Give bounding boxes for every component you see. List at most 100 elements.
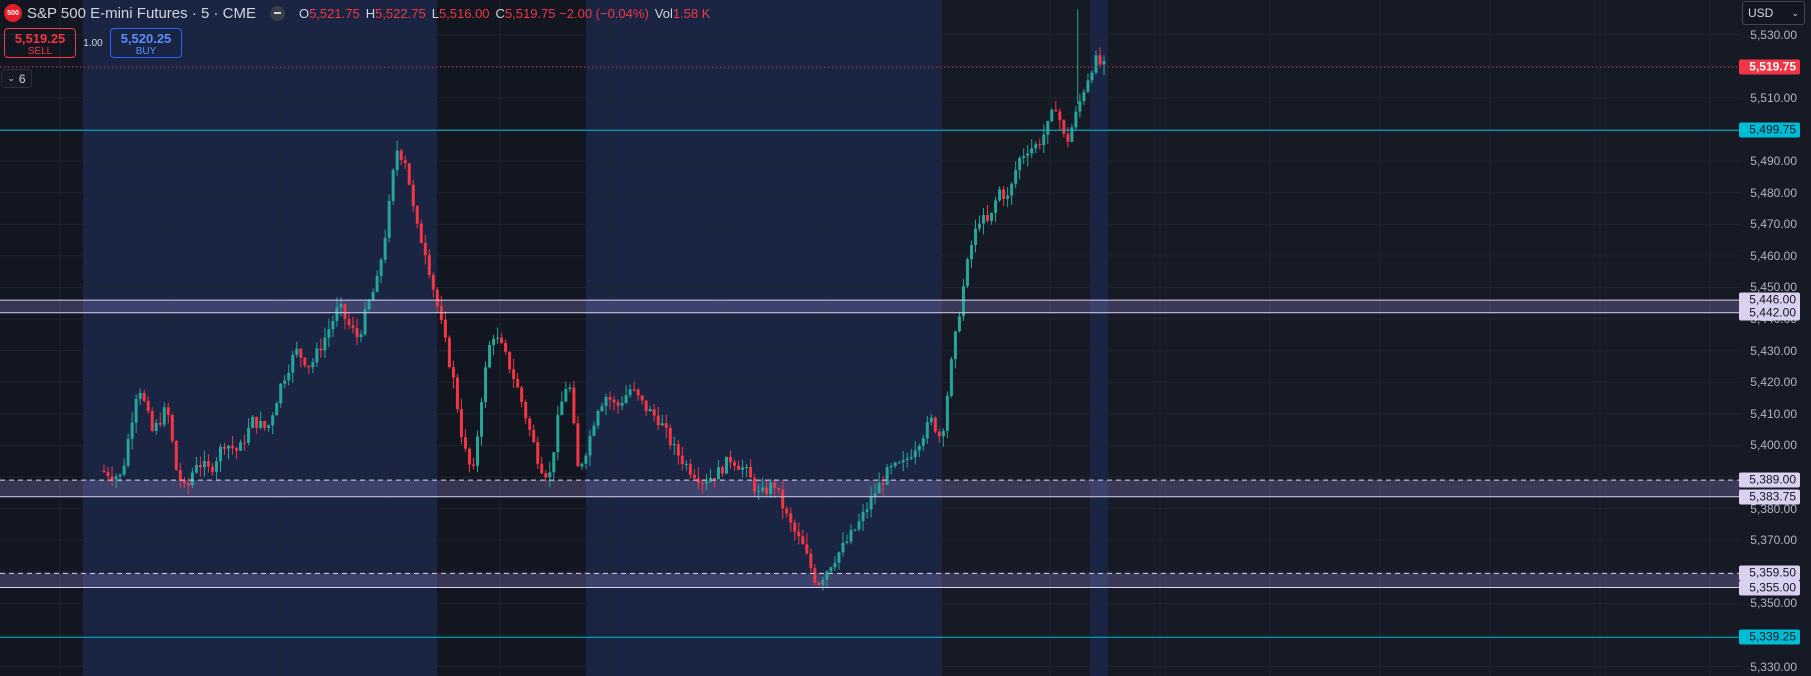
candle-body (1102, 60, 1106, 65)
candle-body (885, 467, 889, 485)
candle-body (548, 472, 552, 478)
candle-body (182, 480, 186, 484)
ohlc-key: H (365, 5, 376, 21)
candle-body (512, 369, 516, 379)
candle-body (1058, 111, 1062, 121)
candle-body (427, 255, 431, 275)
candle-body (572, 387, 576, 424)
candle-body (837, 552, 841, 563)
candle-body (552, 452, 556, 473)
buy-button[interactable]: 5,520.25 BUY (110, 28, 182, 58)
candle-body (114, 476, 118, 480)
ohlc-key: Vol (654, 5, 673, 21)
candle-body (568, 387, 572, 389)
candle-body (263, 421, 267, 428)
candle-body (351, 325, 355, 329)
candle-body (174, 440, 178, 471)
candlestick-chart[interactable] (0, 0, 1740, 676)
candle-body (949, 359, 953, 396)
price-tick-label: 5,530.00 (1750, 27, 1797, 42)
price-tick-label: 5,350.00 (1750, 596, 1797, 611)
candle-body (403, 160, 407, 164)
candle-body (1002, 189, 1006, 199)
candle-body (945, 395, 949, 431)
currency-selector[interactable]: USD ⌄ (1742, 1, 1805, 25)
price-tick-label: 5,480.00 (1750, 185, 1797, 200)
price-axis[interactable]: 5,530.005,520.005,510.005,500.005,490.00… (1739, 0, 1811, 676)
candle-body (379, 259, 383, 276)
candle-body (122, 465, 126, 475)
candle-body (1062, 120, 1066, 134)
candle-body (953, 331, 957, 360)
candle-body (857, 521, 861, 530)
candle-body (873, 493, 877, 497)
candle-body (1018, 157, 1022, 171)
candle-body (969, 245, 973, 260)
price-axis-label: 5,519.75 (1739, 59, 1800, 75)
indicators-count: 6 (18, 71, 26, 86)
candle-body (688, 464, 692, 475)
buy-label: BUY (135, 46, 157, 57)
collapse-legend-button[interactable] (269, 5, 285, 21)
buy-price: 5,520.25 (120, 31, 172, 46)
quantity-field[interactable]: 1.00 (83, 37, 103, 49)
candle-body (407, 163, 411, 185)
ohlc-volume: Vol1.58 K (655, 6, 711, 21)
candle-body (307, 365, 311, 368)
candle-body (118, 474, 122, 477)
candle-body (909, 457, 913, 459)
candle-body (845, 541, 849, 543)
candle-body (644, 400, 648, 412)
candle-body (648, 409, 652, 412)
candle-body (1090, 72, 1094, 81)
candle-body (235, 448, 239, 451)
candle-body (516, 378, 520, 388)
candle-body (584, 455, 588, 464)
symbol-title[interactable]: S&P 500 E-mini Futures · 5 · CME (27, 4, 256, 22)
candle-body (1022, 156, 1026, 158)
candle-body (431, 274, 435, 290)
candle-body (198, 465, 202, 468)
candle-body (978, 223, 982, 229)
candle-body (130, 422, 134, 439)
ohlc-value: 5,516.00 (438, 5, 490, 21)
candle-body (138, 392, 142, 399)
candle-body (1078, 101, 1082, 112)
chart-canvas[interactable] (0, 0, 1740, 676)
candle-body (733, 462, 737, 466)
candle-body (704, 481, 708, 484)
candle-body (817, 582, 821, 585)
candle-body (664, 423, 668, 428)
candle-body (692, 474, 696, 479)
candle-body (937, 431, 941, 437)
candle-body (415, 206, 419, 224)
candle-body (716, 467, 720, 480)
candle-body (540, 463, 544, 474)
candle-body (110, 476, 114, 480)
candle-body (1026, 153, 1030, 157)
candle-body (729, 456, 733, 463)
candle-body (194, 465, 198, 473)
candle-body (1066, 133, 1070, 142)
candle-body (652, 409, 656, 416)
candle-body (210, 466, 214, 472)
candle-body (905, 458, 909, 460)
candle-body (620, 403, 624, 406)
candle-body (134, 398, 138, 423)
candle-body (158, 422, 162, 425)
candle-body (359, 334, 363, 338)
candle-body (921, 438, 925, 446)
sell-button[interactable]: 5,519.25 SELL (4, 28, 76, 58)
candle-body (777, 487, 781, 490)
candle-body (757, 490, 761, 492)
candle-body (588, 435, 592, 456)
candle-body (126, 438, 130, 466)
price-tick-label: 5,330.00 (1750, 659, 1797, 674)
candle-body (287, 372, 291, 381)
indicators-toggle-button[interactable]: ⌄ 6 (1, 69, 32, 88)
candle-body (929, 417, 933, 423)
candle-body (998, 189, 1002, 201)
candle-body (881, 483, 885, 485)
candle-body (1014, 170, 1018, 184)
candle-body (1046, 121, 1050, 135)
